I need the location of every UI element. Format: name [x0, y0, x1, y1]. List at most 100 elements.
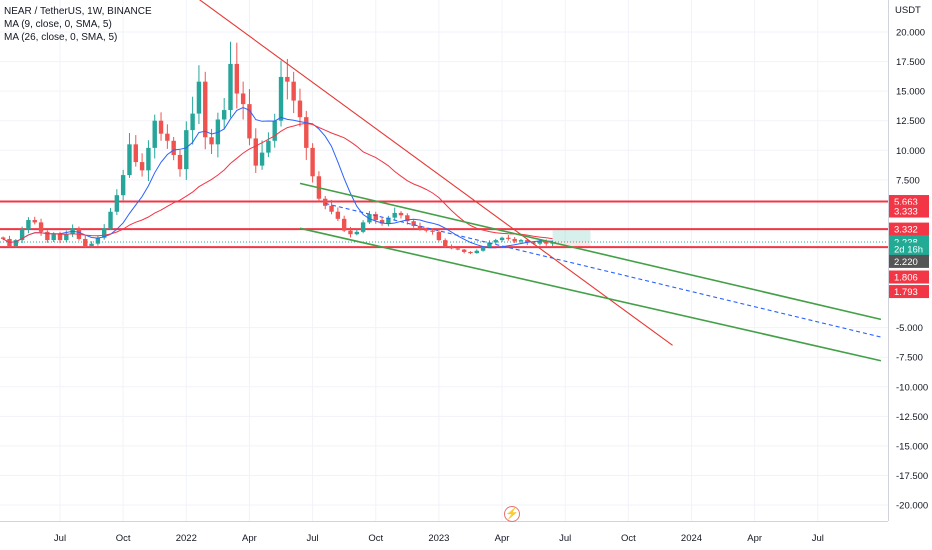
trendline	[199, 0, 673, 346]
x-tick-label: Oct	[621, 533, 636, 544]
candle-body	[329, 205, 334, 212]
tradingview-logo-icon[interactable]: ⚡	[504, 506, 520, 522]
candle-body	[392, 212, 397, 218]
candle-body	[436, 231, 442, 241]
candle-body	[430, 230, 435, 232]
candle-body	[480, 247, 486, 251]
y-tick-label: 12.500	[896, 116, 925, 127]
candle-body	[335, 211, 341, 219]
candle-body	[228, 63, 233, 111]
candle-body	[537, 241, 543, 244]
candle-body	[348, 230, 353, 235]
candle-body	[51, 234, 56, 241]
candle-body	[291, 81, 296, 101]
price-tag: 3.333	[894, 207, 918, 218]
legend-title[interactable]: NEAR / TetherUS, 1W, BINANCE	[4, 6, 152, 17]
x-tick-label: Apr	[495, 533, 510, 544]
candle-body	[354, 231, 360, 235]
candle-body	[449, 246, 454, 249]
candle-body	[221, 110, 227, 120]
y-tick-label: -12.500	[896, 412, 928, 423]
candle-body	[240, 93, 246, 105]
y-tick-label: 15.000	[896, 87, 925, 98]
candle-body	[146, 147, 151, 171]
price-tag-bg	[889, 222, 929, 236]
x-tick-label: Jul	[559, 533, 571, 544]
ma9-line	[2, 106, 553, 249]
candle-body	[266, 140, 271, 153]
candle-body	[398, 212, 404, 216]
candle-body	[158, 120, 164, 134]
y-tick-label: -5.000	[896, 323, 923, 334]
x-tick-label: Apr	[747, 533, 762, 544]
candles	[0, 41, 555, 255]
dashed-trendline	[325, 202, 882, 338]
candle-body	[468, 251, 473, 254]
y-tick-label: 10.000	[896, 146, 925, 157]
moving-averages	[2, 106, 553, 249]
price-tag: 5.663	[894, 197, 918, 208]
candle-body	[190, 113, 195, 131]
position-zone	[552, 229, 591, 248]
candle-body	[253, 138, 258, 166]
candle-body	[95, 237, 101, 244]
legend-ma26[interactable]: MA (26, close, 0, SMA, 5)	[4, 32, 118, 43]
candle-body	[360, 222, 366, 232]
y-tick-label: 17.500	[896, 57, 925, 68]
trendlines	[199, 0, 882, 362]
candle-body	[32, 220, 37, 223]
x-tick-label: 2022	[176, 533, 197, 544]
price-tag: 1.806	[894, 273, 918, 284]
candle-body	[184, 130, 189, 170]
y-tick-label: -10.000	[896, 382, 928, 393]
candle-body	[487, 242, 492, 248]
price-tag: 1.793	[894, 287, 918, 298]
candle-body	[247, 104, 252, 139]
x-tick-label: Oct	[116, 533, 131, 544]
candle-body	[373, 214, 378, 221]
candle-body	[379, 220, 385, 224]
candle-body	[139, 162, 145, 171]
candle-body	[297, 100, 303, 118]
candle-body	[0, 237, 6, 239]
candle-body	[259, 152, 265, 166]
price-tag-bg	[889, 285, 929, 299]
y-tick-label: -15.000	[896, 441, 928, 452]
candle-body	[57, 234, 63, 241]
candle-body	[26, 220, 31, 230]
candle-body	[171, 140, 176, 155]
x-axis-labels: Jul Oct 2022 Apr Jul Oct 2023 Apr Jul Oct 2024 Apr J…	[54, 533, 824, 544]
price-tag-bg	[889, 242, 929, 256]
ma26-line	[2, 122, 553, 244]
y-tick-label: -7.500	[896, 353, 923, 364]
y-tick-label: 20.000	[896, 28, 925, 39]
candle-body	[285, 76, 290, 82]
candle-body	[424, 229, 429, 231]
candle-body	[493, 240, 498, 243]
candle-body	[461, 249, 467, 252]
x-tick-label: Apr	[242, 533, 257, 544]
legend-ma9[interactable]: MA (9, close, 0, SMA, 5)	[4, 19, 112, 30]
axis-frame	[0, 0, 889, 522]
candle-body	[525, 240, 530, 243]
price-tag-bg	[889, 254, 929, 268]
trendline	[299, 227, 882, 362]
candle-body	[19, 229, 25, 241]
candle-body	[310, 147, 315, 177]
candle-body	[196, 81, 202, 114]
candle-body	[405, 215, 410, 222]
candle-body	[133, 144, 138, 163]
candle-body	[102, 228, 107, 238]
price-tag: 3.332	[894, 225, 918, 236]
target-zone	[552, 229, 591, 243]
candle-body	[544, 241, 549, 244]
legend: NEAR / TetherUS, 1W, BINANCE MA (9, clos…	[4, 5, 152, 44]
candle-body	[64, 234, 69, 241]
candle-body	[499, 237, 505, 241]
candle-body	[474, 250, 479, 254]
price-tag-bg	[889, 270, 929, 284]
candle-body	[323, 198, 328, 206]
candle-body	[417, 225, 423, 230]
